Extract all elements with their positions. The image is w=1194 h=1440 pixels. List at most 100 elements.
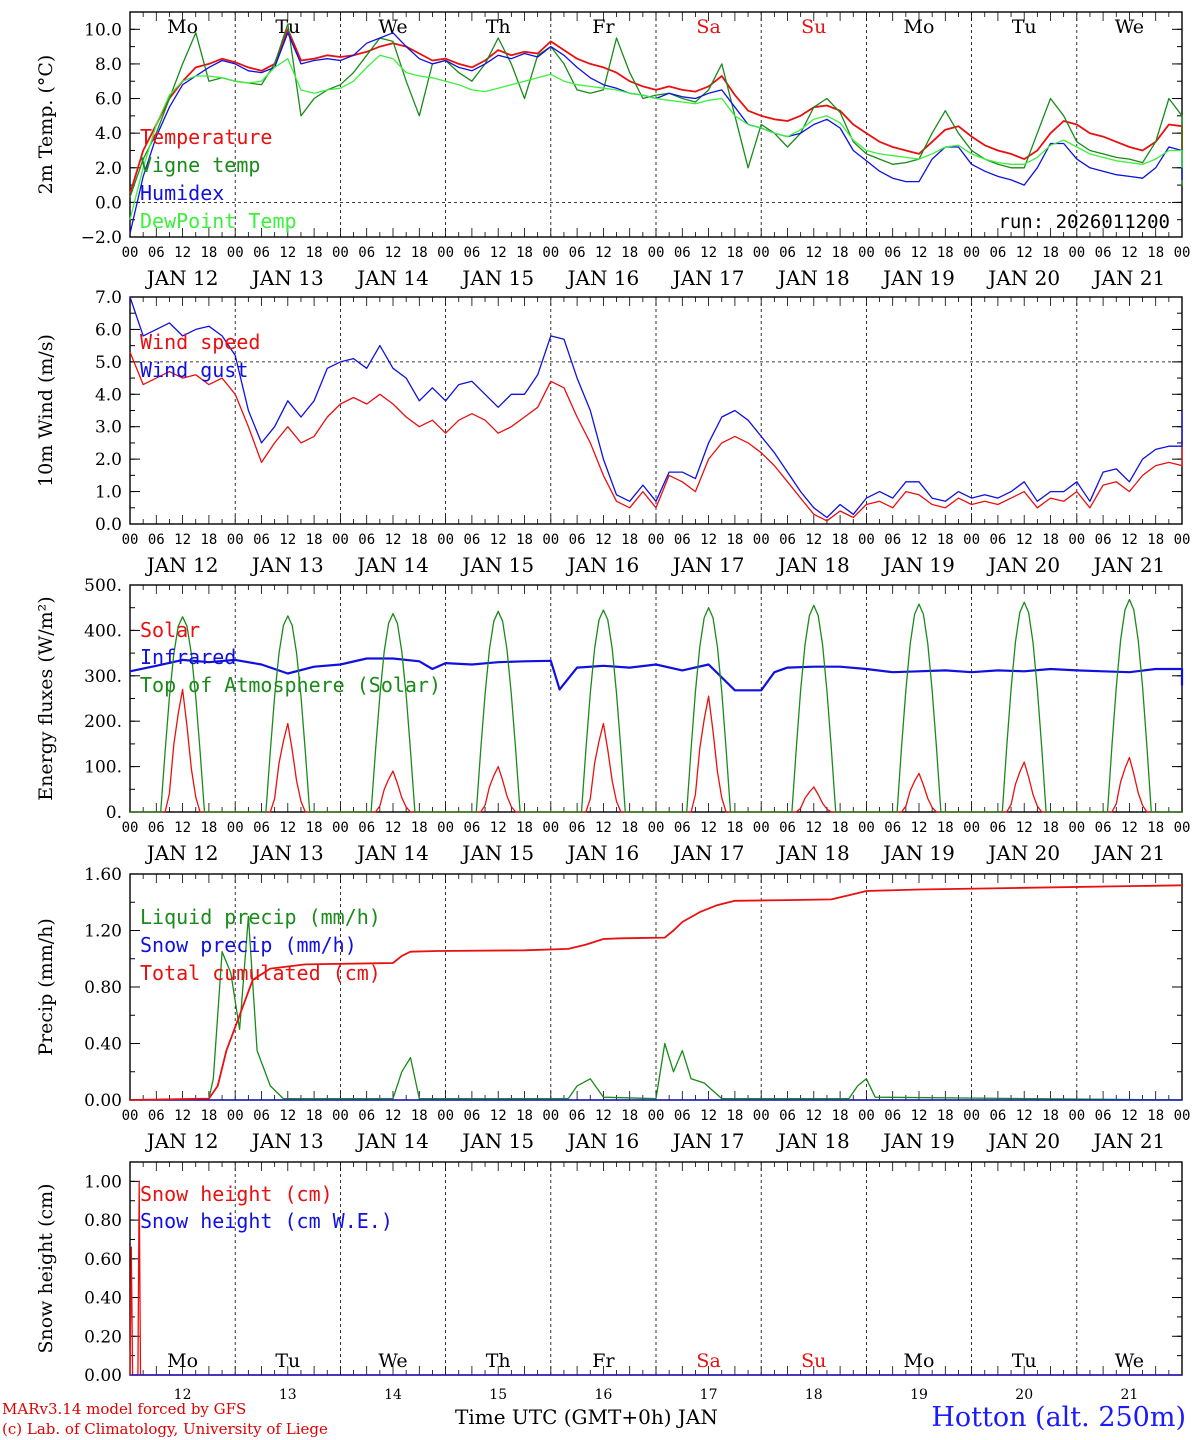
y-tick-label: 2.0 — [95, 159, 122, 179]
hour-label: 00 — [122, 532, 139, 548]
hour-label: 18 — [200, 820, 217, 836]
hour-label: 18 — [832, 245, 849, 261]
day-number-label: 13 — [279, 1387, 297, 1403]
day-number-label: 19 — [910, 1387, 928, 1403]
hour-label: 06 — [779, 1108, 796, 1124]
hour-label: 06 — [989, 245, 1006, 261]
hour-label: 12 — [911, 1108, 928, 1124]
hour-label: 06 — [358, 245, 375, 261]
legend-entry: Wind gust — [140, 358, 248, 382]
hour-label: 18 — [726, 245, 743, 261]
y-tick-label: 0.0 — [95, 515, 122, 535]
hour-label: 18 — [937, 1108, 954, 1124]
hour-label: 06 — [358, 1108, 375, 1124]
date-label: JAN 20 — [986, 266, 1060, 290]
series-line-wind-speed — [129, 351, 1183, 522]
date-label: JAN 17 — [671, 553, 745, 577]
hour-label: 12 — [1121, 532, 1138, 548]
series-line-dewpoint-temp — [129, 54, 1183, 220]
hour-label: 00 — [542, 1108, 559, 1124]
legend-entry: Infrared — [140, 645, 236, 669]
legend-entry: Wind speed — [140, 330, 260, 354]
hour-label: 00 — [963, 820, 980, 836]
y-tick-label: 0.60 — [84, 1250, 122, 1270]
date-label: JAN 16 — [566, 1129, 640, 1153]
hour-label: 00 — [1068, 245, 1085, 261]
y-axis-label: 10m Wind (m/s) — [35, 334, 57, 487]
run-label: run: 2026011200 — [998, 211, 1170, 233]
day-number-label: 16 — [594, 1387, 612, 1403]
y-tick-label: 0.20 — [84, 1327, 122, 1347]
hour-label: 18 — [516, 245, 533, 261]
weekday-label: Tu — [275, 1350, 300, 1372]
date-label: JAN 21 — [1092, 1129, 1166, 1153]
hour-label: 18 — [937, 820, 954, 836]
hour-label: 18 — [411, 820, 428, 836]
hour-label: 00 — [753, 532, 770, 548]
date-label: JAN 19 — [881, 1129, 955, 1153]
weekday-label: Fr — [592, 1350, 615, 1372]
date-label: JAN 18 — [776, 1129, 850, 1153]
hour-label: 06 — [884, 820, 901, 836]
hour-label: 18 — [726, 1108, 743, 1124]
hour-label: 18 — [1042, 820, 1059, 836]
y-tick-label: 1.0 — [95, 483, 122, 503]
hour-label: 00 — [963, 1108, 980, 1124]
date-label: JAN 14 — [355, 841, 429, 865]
hour-label: 00 — [542, 532, 559, 548]
series-line-top-of-atmosphere-solar — [130, 598, 1182, 813]
hour-label: 12 — [805, 532, 822, 548]
hour-label: 12 — [1121, 245, 1138, 261]
y-tick-label: 0.00 — [84, 1366, 122, 1386]
hour-label: 18 — [200, 1108, 217, 1124]
date-label: JAN 20 — [986, 841, 1060, 865]
date-label: JAN 18 — [776, 553, 850, 577]
hour-label: 00 — [1068, 532, 1085, 548]
weekday-label: Sa — [696, 16, 720, 38]
date-label: JAN 16 — [566, 841, 640, 865]
hour-label: 00 — [1174, 245, 1191, 261]
day-number-label: 17 — [700, 1387, 718, 1403]
hour-label: 18 — [306, 1108, 323, 1124]
day-number-label: 12 — [174, 1387, 192, 1403]
hour-label: 18 — [621, 1108, 638, 1124]
date-label: JAN 21 — [1092, 266, 1166, 290]
legend-entry: Snow height (cm W.E.) — [140, 1209, 393, 1233]
hour-label: 12 — [490, 820, 507, 836]
day-number-label: 15 — [489, 1387, 507, 1403]
date-label: JAN 21 — [1092, 841, 1166, 865]
date-label: JAN 15 — [460, 1129, 534, 1153]
hour-label: 06 — [569, 820, 586, 836]
hour-label: 12 — [174, 820, 191, 836]
hour-label: 06 — [148, 532, 165, 548]
hour-label: 12 — [595, 1108, 612, 1124]
y-tick-label: 4.0 — [95, 385, 122, 405]
panel-1: −2.0 0.0 2.0 4.0 6.0 8.0 10.0 2m Temp. (°C) 00 06… — [35, 11, 1191, 290]
hour-label: 06 — [884, 245, 901, 261]
lab-credit: (c) Lab. of Climatology, University of L… — [2, 1420, 328, 1438]
hour-label: 18 — [621, 820, 638, 836]
legend-entry: Total cumulated (cm) — [140, 961, 381, 985]
legend-entry: Solar — [140, 618, 200, 642]
hour-label: 06 — [463, 532, 480, 548]
hour-label: 00 — [753, 1108, 770, 1124]
hour-label: 00 — [1068, 1108, 1085, 1124]
hour-label: 18 — [411, 1108, 428, 1124]
date-label: JAN 13 — [250, 841, 324, 865]
hour-label: 18 — [516, 1108, 533, 1124]
hour-label: 00 — [858, 820, 875, 836]
legend-entry: Snow precip (mm/h) — [140, 933, 357, 957]
hour-label: 12 — [385, 245, 402, 261]
hour-label: 06 — [779, 820, 796, 836]
panel-4: 0.00 0.40 0.80 1.20 1.60 Precip (mm/h) 00 06 12 1… — [35, 865, 1190, 1153]
date-label: JAN 19 — [881, 266, 955, 290]
weekday-label: Th — [486, 1350, 511, 1372]
weekday-label: Tu — [1012, 16, 1037, 38]
date-label: JAN 19 — [881, 553, 955, 577]
date-label: JAN 12 — [145, 553, 219, 577]
hour-label: 00 — [227, 532, 244, 548]
weekday-label: Th — [486, 16, 511, 38]
date-label: JAN 15 — [460, 553, 534, 577]
hour-label: 12 — [279, 532, 296, 548]
y-tick-label: 500. — [84, 576, 122, 596]
